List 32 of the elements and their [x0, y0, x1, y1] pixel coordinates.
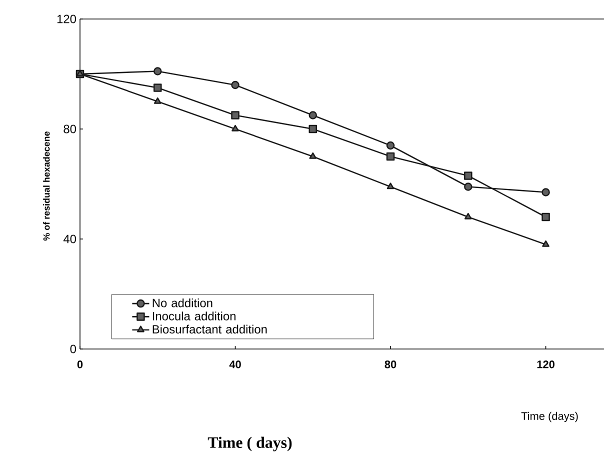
x-tick-label: 0	[77, 360, 83, 368]
point	[386, 182, 394, 190]
point	[542, 188, 550, 196]
point	[231, 80, 240, 90]
point	[153, 84, 162, 92]
x-tick-label: 80	[384, 360, 396, 368]
y-tick-label: 0	[70, 344, 76, 354]
legend-label: Biosurfactant addition	[152, 324, 267, 334]
x-tick-label: 40	[229, 360, 241, 368]
y-tick-label: 80	[64, 124, 76, 134]
x-axis-title: Time (days)	[521, 412, 578, 422]
point	[232, 124, 239, 132]
point	[542, 240, 550, 247]
legend-label: Inocula addition	[152, 312, 236, 320]
x-tick-label: 120	[537, 360, 554, 368]
point	[309, 152, 317, 159]
point	[542, 212, 550, 222]
point	[386, 141, 395, 150]
point	[154, 97, 162, 104]
text: Time ( days)	[208, 436, 292, 452]
point	[153, 67, 162, 76]
y-tick-label: 120	[57, 14, 76, 24]
legend-label: No addition	[152, 298, 212, 308]
point	[231, 111, 240, 120]
point	[464, 172, 472, 180]
y-tick-label: 40	[63, 234, 76, 244]
point	[308, 111, 318, 120]
y-axis-title: % of residual hexadecene	[43, 131, 50, 241]
point	[386, 152, 395, 161]
point	[464, 182, 472, 191]
point	[464, 212, 472, 220]
point	[308, 124, 318, 134]
